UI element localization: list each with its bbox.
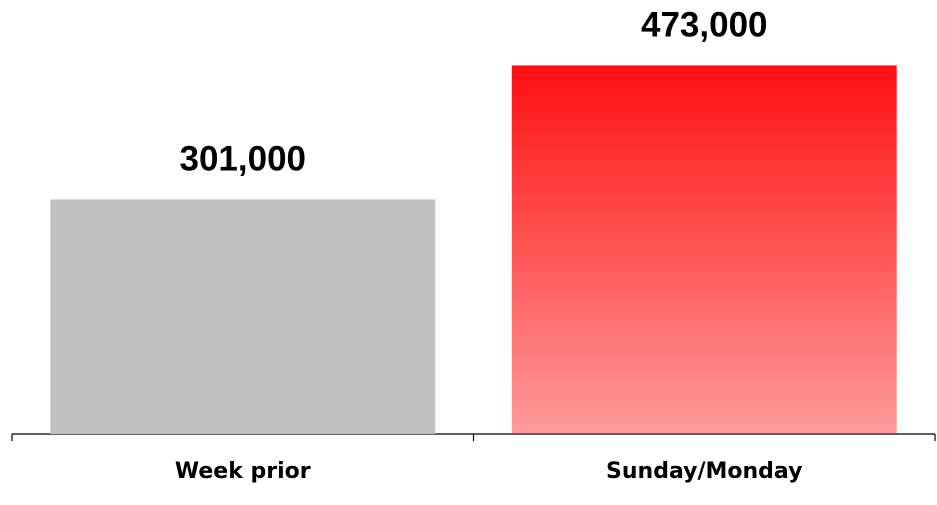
x-tick-label: Sunday/Monday	[606, 459, 802, 484]
bar	[50, 199, 436, 434]
value-label: 301,000	[179, 140, 306, 179]
x-tick-label: Week prior	[175, 459, 311, 484]
bar	[511, 65, 897, 435]
value-label: 473,000	[641, 6, 768, 45]
